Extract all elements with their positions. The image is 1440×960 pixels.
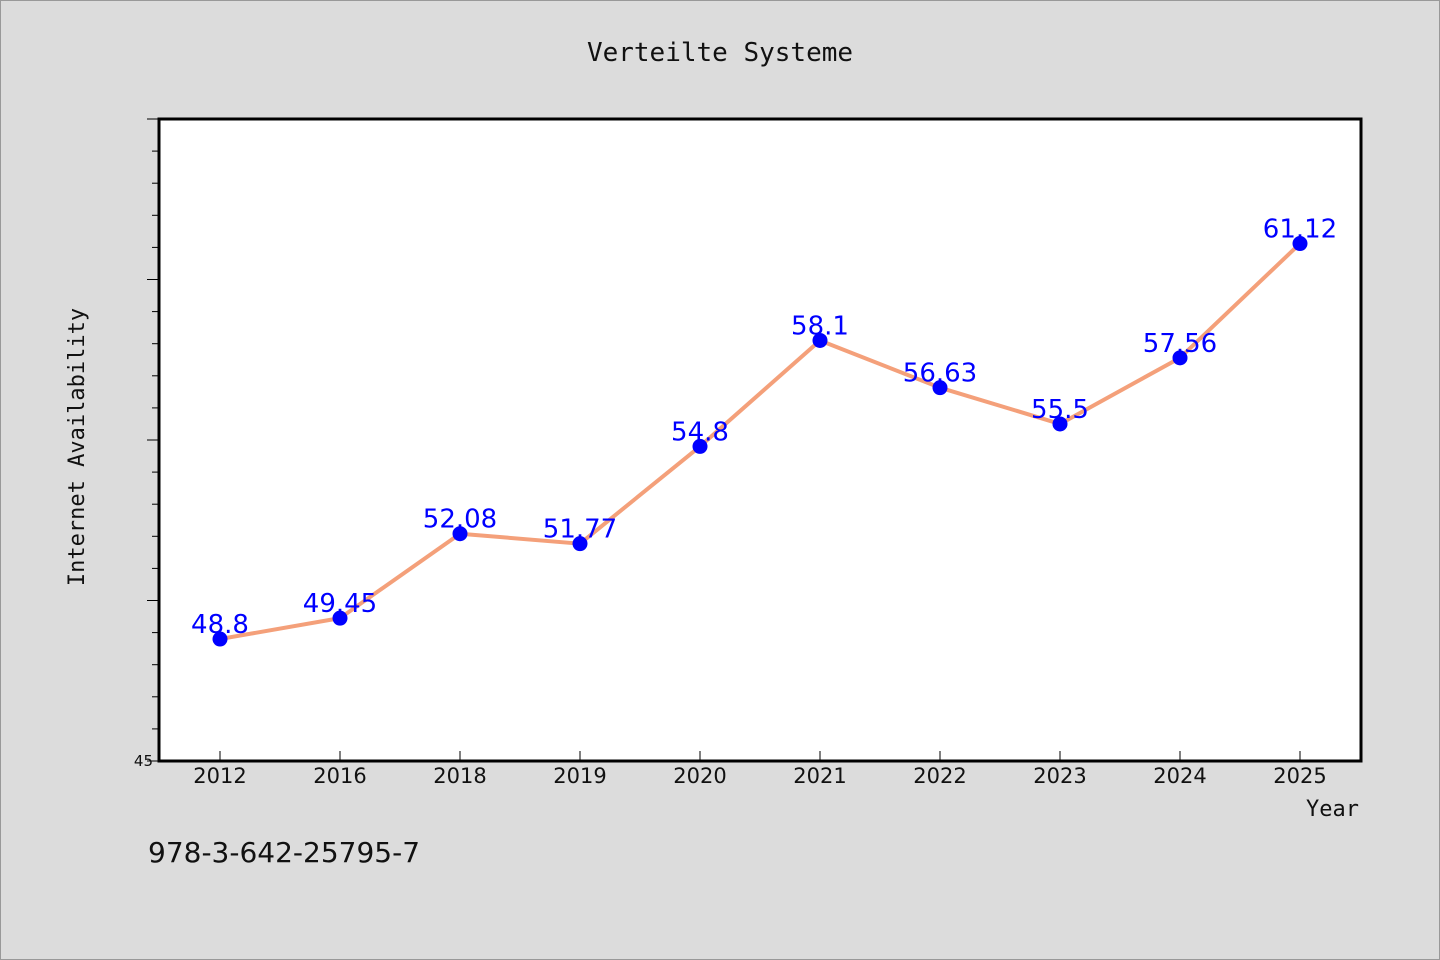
data-labels: 48.8 49.45 52.08 51.77 54.8 58.1 56.63 55.5 57.5… [191, 215, 1337, 640]
x-axis-ticks [219, 751, 1301, 761]
data-point [332, 610, 348, 626]
y-axis-ticks [147, 118, 159, 762]
data-label: 57.56 [1143, 329, 1217, 359]
isbn-footnote: 978-3-642-25795-7 [148, 836, 420, 869]
data-label: 51.77 [543, 515, 617, 545]
data-point [1292, 236, 1308, 252]
data-point [812, 332, 828, 348]
data-point [572, 536, 588, 552]
x-tick-label: 2018 [433, 764, 486, 788]
y-axis-tick-labels: 45 [134, 752, 153, 770]
x-tick-label: 2020 [673, 764, 726, 788]
data-point [1172, 350, 1188, 366]
series-markers [212, 236, 1308, 647]
data-label: 61.12 [1263, 215, 1337, 245]
data-label: 48.8 [191, 610, 249, 640]
plot-area [157, 117, 1363, 763]
data-point [1052, 416, 1068, 432]
data-point [932, 380, 948, 396]
series-line [218, 241, 1302, 642]
x-axis-label: Year [1306, 797, 1359, 822]
data-label: 56.63 [903, 359, 977, 389]
data-label: 52.08 [423, 505, 497, 535]
x-tick-label: 2023 [1033, 764, 1086, 788]
data-point [212, 631, 228, 647]
x-tick-label: 2019 [553, 764, 606, 788]
data-point [452, 526, 468, 542]
y-tick-label: 45 [134, 752, 153, 770]
x-tick-label: 2012 [193, 764, 246, 788]
y-axis-label: Internet Availability [65, 308, 90, 586]
data-point [692, 438, 708, 454]
chart-title: Verteilte Systeme [587, 38, 853, 68]
series-lines [218, 241, 1302, 642]
x-tick-label: 2021 [793, 764, 846, 788]
x-tick-label: 2025 [1273, 764, 1326, 788]
data-label: 49.45 [303, 589, 377, 619]
x-tick-label: 2024 [1153, 764, 1206, 788]
x-tick-label: 2016 [313, 764, 366, 788]
x-tick-label: 2022 [913, 764, 966, 788]
x-axis-tick-labels: 2012 2016 2018 2019 2020 2021 2022 2023 2024 2025 [193, 764, 1326, 788]
data-label: 58.1 [791, 311, 849, 341]
data-label: 54.8 [671, 417, 729, 447]
data-label: 55.5 [1031, 395, 1089, 425]
